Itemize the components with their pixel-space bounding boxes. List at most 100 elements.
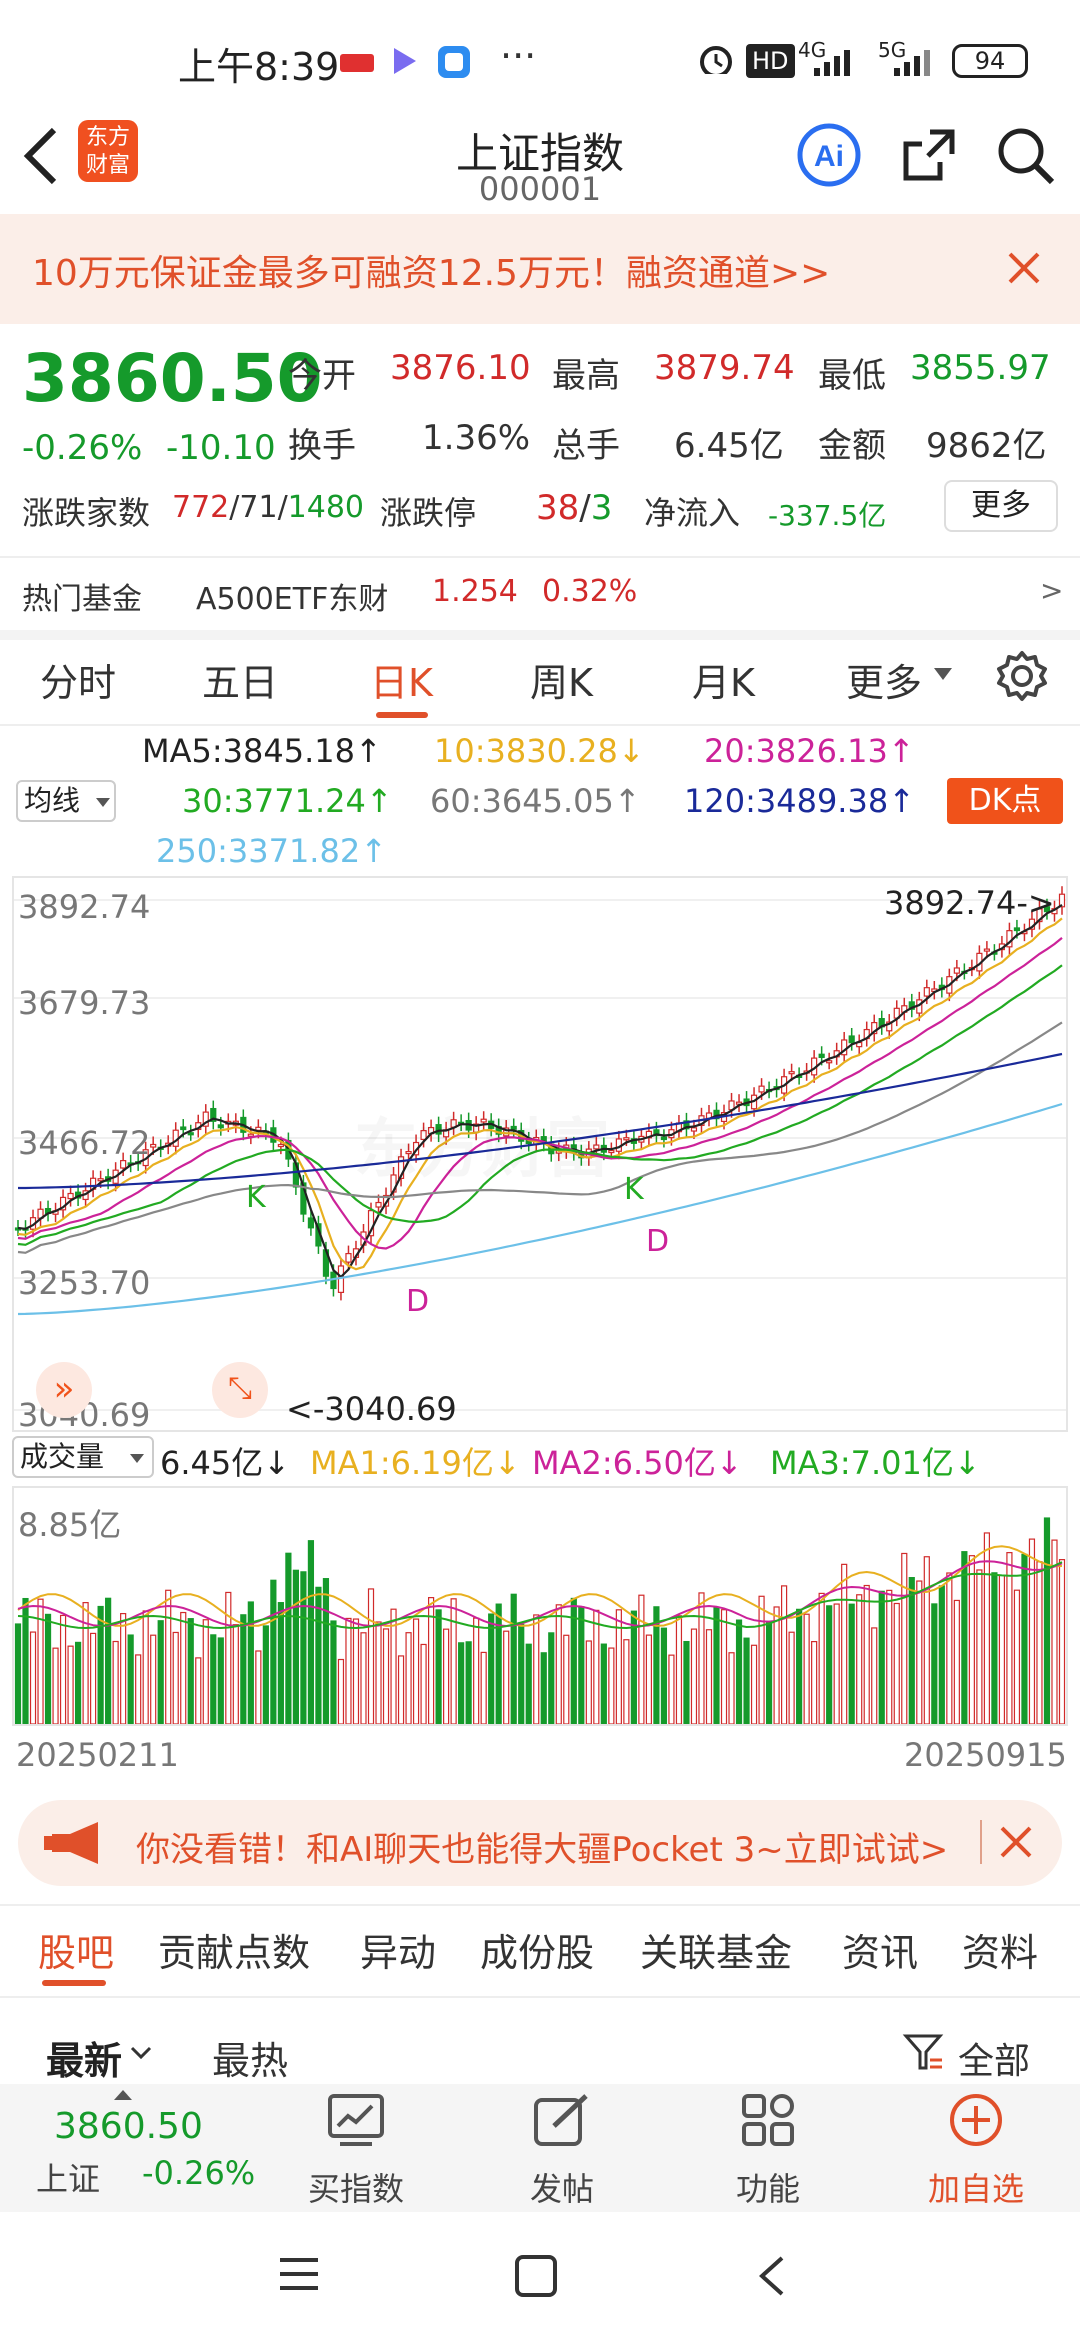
volume-bar	[90, 1632, 97, 1724]
ma-selector[interactable]: 均线	[16, 780, 116, 822]
fullscreen-icon[interactable]: ⤡	[212, 1362, 268, 1418]
close-icon[interactable]	[998, 1824, 1034, 1860]
promo-text[interactable]: 10万元保证金最多可融资12.5万元！融资通道>>	[32, 253, 831, 294]
tab-related-funds[interactable]: 关联基金	[640, 1931, 793, 1975]
candle	[405, 1143, 412, 1162]
filter-icon[interactable]	[902, 2032, 944, 2074]
kline-svg[interactable]	[14, 878, 1066, 1430]
ma250-value: 250:3371.82↑	[156, 832, 387, 870]
open-label: 今开	[288, 356, 356, 396]
promo-banner[interactable]: 10万元保证金最多可融资12.5万元！融资通道>>	[0, 214, 1080, 324]
signal-icon	[894, 50, 930, 76]
add-watchlist-label[interactable]: 加自选	[927, 2170, 1024, 2208]
volume-bar	[668, 1654, 675, 1724]
tab-daily-k[interactable]: 日K	[370, 661, 433, 705]
chevron-up-icon[interactable]	[114, 2090, 132, 2100]
tab-more[interactable]: 更多	[846, 661, 923, 705]
chevron-right-icon[interactable]: >	[1040, 574, 1064, 607]
search-icon[interactable]	[994, 124, 1056, 186]
candle	[1058, 886, 1066, 915]
tab-monthly-k[interactable]: 月K	[692, 661, 755, 705]
close-icon[interactable]	[1006, 250, 1042, 286]
volume-selector[interactable]: 成交量	[12, 1436, 154, 1478]
post-label[interactable]: 发帖	[529, 2170, 594, 2208]
volume-svg[interactable]	[14, 1488, 1066, 1724]
volume-bar	[240, 1614, 247, 1724]
volume-bar	[856, 1594, 863, 1724]
amount-value: 9862亿	[926, 426, 1047, 466]
back-icon[interactable]	[18, 124, 62, 188]
hot-fund-label: 热门基金	[22, 582, 142, 617]
gear-icon[interactable]	[996, 650, 1048, 702]
tab-intraday[interactable]: 分时	[40, 661, 117, 705]
back-nav-icon[interactable]	[756, 2254, 786, 2298]
post-icon[interactable]	[532, 2092, 592, 2148]
header: 东方 财富 上证指数 000001 Ai	[0, 120, 1080, 214]
filter-hottest[interactable]: 最热	[212, 2039, 289, 2083]
bottom-pct: -0.26%	[142, 2154, 256, 2192]
function-label[interactable]: 功能	[735, 2170, 800, 2208]
current-price: 3860.50	[22, 340, 323, 417]
tab-news[interactable]: 资讯	[842, 1931, 919, 1975]
buy-index-icon[interactable]	[326, 2092, 386, 2148]
buy-index-label[interactable]: 买指数	[307, 2170, 404, 2208]
tab-five-day[interactable]: 五日	[202, 661, 279, 705]
tab-constituents[interactable]: 成份股	[480, 1931, 595, 1975]
function-icon[interactable]	[740, 2092, 796, 2148]
vol-ma2-line	[17, 1560, 1063, 1628]
volume-bar	[345, 1617, 352, 1724]
ad-banner[interactable]: 你没看错！和AI聊天也能得大疆Pocket 3~立即试试>	[18, 1800, 1062, 1886]
tab-movement[interactable]: 异动	[360, 1931, 437, 1975]
chevron-down-icon	[130, 1454, 144, 1463]
battery-level: 94	[974, 47, 1006, 75]
volume-bar	[743, 1637, 750, 1724]
filter-newest[interactable]: 最新	[46, 2039, 123, 2083]
volume-bar	[44, 1613, 52, 1724]
share-icon[interactable]	[900, 126, 958, 184]
hot-fund-name[interactable]: A500ETF东财	[196, 582, 389, 617]
candle	[435, 1116, 442, 1143]
volume-bar	[503, 1630, 510, 1724]
volume-bar	[322, 1578, 330, 1724]
volume-bar	[871, 1627, 878, 1724]
chevron-down-icon	[96, 798, 110, 807]
volume-chart[interactable]: 8.85亿	[12, 1486, 1068, 1726]
volume-bar	[991, 1572, 998, 1724]
change-percent: -0.26%	[22, 428, 143, 468]
volume-bar	[653, 1606, 660, 1724]
volume-bar	[1043, 1517, 1051, 1724]
volume-bar	[262, 1625, 269, 1724]
volume-bar	[1006, 1552, 1013, 1724]
volume-bar	[435, 1609, 442, 1724]
volume-bar	[112, 1640, 119, 1724]
more-button[interactable]: 更多	[944, 480, 1058, 532]
tab-profile[interactable]: 资料	[962, 1931, 1039, 1975]
tab-contribution[interactable]: 贡献点数	[158, 1931, 311, 1975]
add-icon[interactable]	[948, 2092, 1004, 2148]
expand-left-icon[interactable]: »	[36, 1362, 92, 1418]
tab-weekly-k[interactable]: 周K	[530, 661, 593, 705]
volume-bar	[97, 1605, 104, 1724]
megaphone-icon	[44, 1822, 98, 1864]
volume-bar	[690, 1628, 698, 1724]
page-title: 上证指数	[455, 129, 624, 178]
status-bar: 上午8:39 ··· HD 4G 5G 94	[0, 0, 1080, 120]
volume-bar	[953, 1599, 960, 1724]
dk-point-button[interactable]: DK点	[947, 778, 1063, 824]
ai-icon[interactable]: Ai	[796, 122, 862, 188]
candle	[1036, 900, 1043, 930]
filter-all[interactable]: 全部	[958, 2041, 1031, 2082]
home-icon[interactable]	[514, 2254, 558, 2298]
tab-guba[interactable]: 股吧	[38, 1931, 115, 1975]
chevron-down-icon	[130, 2046, 152, 2060]
ad-text[interactable]: 你没看错！和AI聊天也能得大疆Pocket 3~立即试试>	[136, 1830, 949, 1870]
volume-bar	[443, 1628, 450, 1724]
up-count: 772	[172, 490, 230, 525]
menu-icon[interactable]	[278, 2256, 320, 2292]
volume-bar	[1021, 1553, 1028, 1724]
volume-bar	[908, 1577, 915, 1724]
hot-fund-row[interactable]: 热门基金 A500ETF东财 1.254 0.32% >	[0, 566, 1080, 624]
volume-bar	[495, 1603, 502, 1724]
candle	[901, 997, 908, 1021]
